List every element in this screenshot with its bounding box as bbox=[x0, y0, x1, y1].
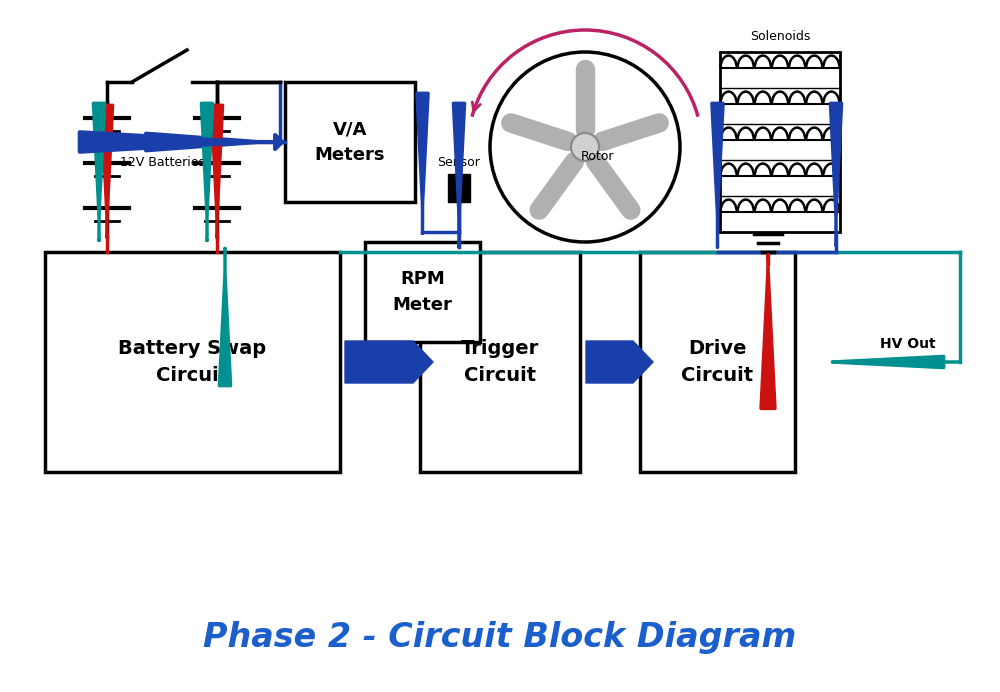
Bar bbox=[45, 252, 340, 472]
Bar bbox=[420, 252, 580, 472]
FancyArrow shape bbox=[345, 341, 433, 383]
Text: Phase 2 - Circuit Block Diagram: Phase 2 - Circuit Block Diagram bbox=[203, 621, 797, 653]
Text: V/A
Meters: V/A Meters bbox=[315, 120, 385, 163]
Bar bbox=[640, 252, 795, 472]
Bar bbox=[365, 242, 480, 342]
Text: Sensor: Sensor bbox=[438, 156, 480, 168]
Text: 12V Batteries: 12V Batteries bbox=[120, 156, 205, 168]
Text: RPM
Meter: RPM Meter bbox=[393, 271, 452, 313]
Text: Rotor: Rotor bbox=[580, 150, 614, 163]
Text: Trigger
Circuit: Trigger Circuit bbox=[461, 339, 539, 385]
Bar bbox=[720, 52, 840, 232]
Text: Drive
Circuit: Drive Circuit bbox=[681, 339, 754, 385]
Circle shape bbox=[571, 133, 599, 161]
Text: Solenoids: Solenoids bbox=[750, 30, 810, 44]
Bar bbox=[285, 82, 415, 202]
Text: HV Out: HV Out bbox=[880, 337, 936, 351]
FancyArrow shape bbox=[586, 341, 653, 383]
Text: Battery Swap
Circuit: Battery Swap Circuit bbox=[118, 339, 267, 385]
Bar bbox=[448, 174, 470, 202]
